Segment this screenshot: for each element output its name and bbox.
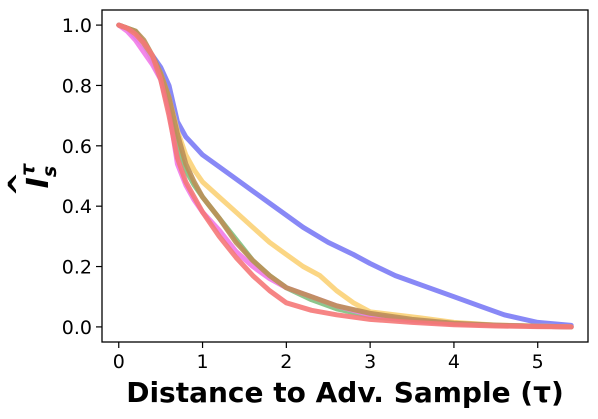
y-axis-label-subscript: s bbox=[39, 166, 61, 177]
y-tick-label: 0.0 bbox=[62, 317, 92, 339]
x-tick-label: 0 bbox=[113, 351, 125, 373]
y-tick-label: 0.2 bbox=[62, 257, 92, 279]
x-tick-label: 5 bbox=[532, 351, 544, 373]
svg-text:Isτ: Isτ bbox=[17, 163, 61, 188]
y-tick-label: 0.4 bbox=[62, 196, 92, 218]
y-axis-label-base: I bbox=[21, 177, 56, 188]
x-tick-label: 3 bbox=[364, 351, 376, 373]
plot-frame bbox=[101, 9, 589, 343]
y-tick-label: 0.6 bbox=[62, 136, 92, 158]
y-axis-ticks: 0.0 0.2 0.4 0.6 0.8 1.0 bbox=[62, 15, 102, 339]
x-tick-label: 2 bbox=[280, 351, 292, 373]
x-axis-ticks: 0 1 2 3 4 5 bbox=[113, 342, 544, 373]
series-layer bbox=[116, 22, 574, 330]
plot-area bbox=[102, 10, 588, 342]
x-tick-label: 4 bbox=[448, 351, 460, 373]
y-axis-label-superscript: τ bbox=[17, 163, 39, 176]
x-axis-label: Distance to Adv. Sample (τ) bbox=[126, 376, 564, 409]
y-axis-label: Isτ ^ bbox=[3, 163, 61, 197]
y-axis-label-hat: ^ bbox=[3, 171, 38, 196]
series-line-6 bbox=[116, 22, 574, 330]
y-tick-label: 0.8 bbox=[62, 75, 92, 97]
x-tick-label: 1 bbox=[197, 351, 209, 373]
y-tick-label: 1.0 bbox=[62, 15, 92, 37]
